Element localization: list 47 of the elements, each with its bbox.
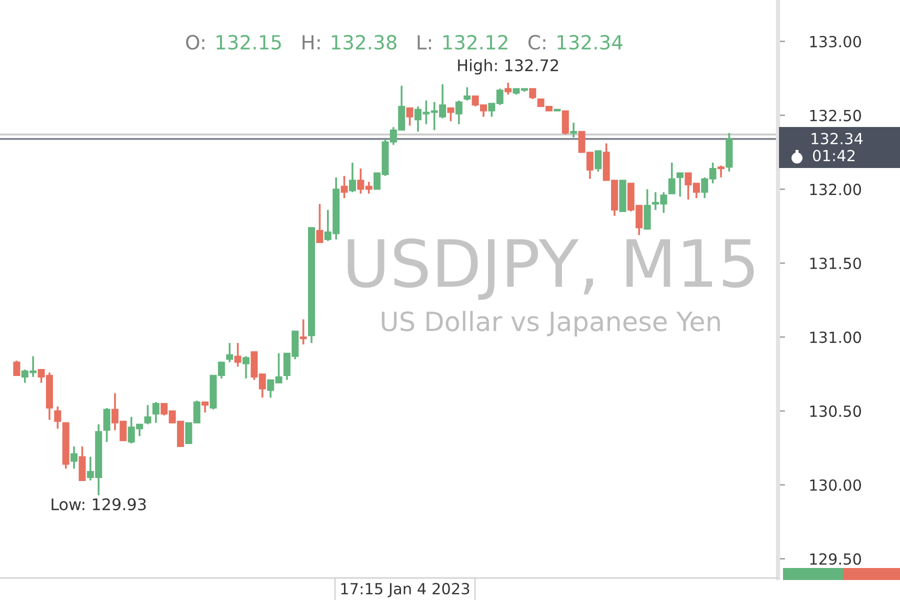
y-tick-label: 131.00 [810,332,861,344]
candlestick [234,342,242,368]
text: US Dollar vs Japanese Yen [382,310,720,336]
annotation: Low: 129.93 [52,498,146,510]
annotation: O: 132.15 [186,34,281,50]
y-tick-label: 130.00 [810,479,861,491]
y-tick-label: 133.00 [810,36,861,48]
candlestick [676,172,684,198]
candlestick [144,404,152,426]
candlestick [70,446,78,470]
annotation: C: 132.34 [528,34,622,50]
candlestick [202,401,209,414]
candlestick [316,203,324,244]
y-tick-label: 129.50 [810,553,861,565]
annotation: High: 132.72 [458,58,558,74]
candlestick [226,342,234,364]
text: 17:15 Jan 4 2023 [341,582,470,598]
y-tick-label: 132.50 [810,110,861,122]
candlestick [54,406,62,430]
candlestick [340,175,348,199]
candlestick [300,318,307,346]
candlestick [504,82,512,96]
candlestick [152,401,160,424]
candlestick [644,188,651,230]
y-tick-label: 130.50 [810,405,861,417]
annotation: H: 132.38 [302,34,396,50]
y-tick-label: 132.00 [810,184,861,196]
candlestick [348,162,356,194]
annotation: L: 132.12 [418,34,508,50]
candlestick [668,162,676,195]
candlestick [78,446,86,482]
candlestick [242,355,250,380]
candlestick [464,86,471,102]
candlestick [529,88,536,100]
candlestick [562,110,569,136]
candlestick [406,107,414,127]
candlestick [13,360,20,376]
text: 01:42 [813,150,854,162]
y-tick-label: 131.50 [810,258,861,270]
candlestick [718,164,725,178]
ref-line-label: 132.34 [812,132,863,144]
candlestick [455,100,462,126]
text: USDJPY, M15 [348,238,754,300]
candlestick [447,107,454,122]
candlestick [103,407,110,443]
candlestick [594,150,602,172]
candlestick [570,122,578,138]
